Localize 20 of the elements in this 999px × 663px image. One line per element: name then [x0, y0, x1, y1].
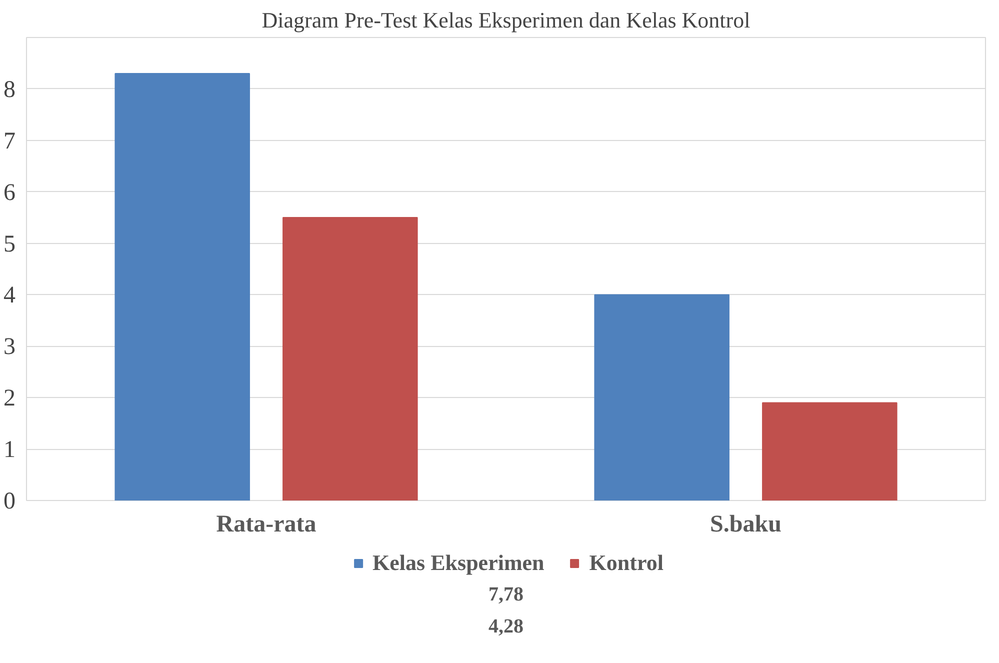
legend-label: Kontrol	[589, 550, 664, 576]
bar	[114, 73, 250, 500]
y-tick-label: 3	[4, 334, 16, 360]
y-tick-label: 4	[4, 282, 16, 309]
text: 7,78	[488, 584, 524, 606]
y-tick-label: 5	[4, 231, 16, 258]
y-tick-label: 0	[4, 488, 16, 514]
bar	[594, 294, 730, 500]
y-tick-label: 8	[4, 76, 16, 103]
y-tick-label: 7	[4, 128, 16, 154]
y-tick-label: 1	[4, 437, 16, 464]
legend-label: Kelas Eksperimen	[372, 550, 544, 576]
chart-title: Diagram Pre-Test Kelas Eksperimen dan Kelas Kontrol	[262, 8, 750, 32]
y-tick-label: 6	[4, 180, 16, 206]
y-tick-label: 2	[4, 386, 16, 412]
text: 4,28	[488, 616, 524, 638]
x-tick-label: Rata-rata	[216, 512, 316, 538]
x-tick-label: S.baku	[710, 512, 782, 538]
bar	[282, 217, 418, 500]
bar	[762, 402, 898, 500]
